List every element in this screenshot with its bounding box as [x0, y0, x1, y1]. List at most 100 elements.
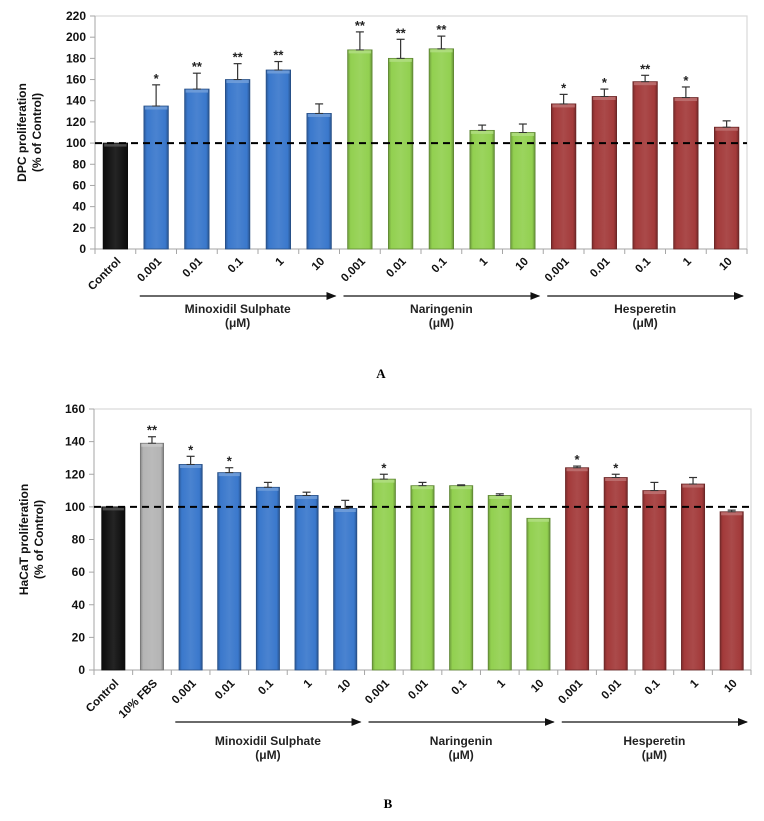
x-category-label: 10% FBS — [117, 677, 161, 721]
bar-hesperetin — [632, 81, 658, 250]
group-unit: (μM) — [255, 748, 280, 762]
y-tick-label: 100 — [65, 500, 85, 514]
bar-top-highlight — [411, 486, 434, 490]
x-category-label: 10 — [310, 256, 328, 274]
y-axis-title: HaCaT proliferation(% of Control) — [17, 484, 46, 595]
bar-top-highlight — [348, 50, 372, 54]
x-category-label: 10 — [529, 678, 547, 696]
significance-marker: * — [227, 454, 233, 469]
significance-marker: ** — [192, 59, 203, 74]
x-category-label: 10 — [722, 678, 740, 696]
group-unit: (μM) — [448, 748, 473, 762]
y-tick-label: 80 — [73, 157, 87, 171]
x-category-label: 10 — [513, 256, 531, 274]
bar-control — [102, 142, 129, 250]
bar-naringenin — [526, 517, 551, 671]
bar-hesperetin — [673, 97, 699, 250]
y-tick-label: 40 — [72, 598, 86, 612]
bar-minoxidil — [217, 472, 242, 671]
y-tick-label: 120 — [65, 467, 85, 481]
significance-marker: * — [154, 71, 160, 86]
significance-marker: * — [575, 452, 581, 467]
x-category-label: 0.01 — [600, 677, 625, 702]
bar-hesperetin — [565, 467, 590, 671]
significance-marker: * — [561, 80, 567, 95]
bar-top-highlight — [218, 473, 240, 477]
bar-hesperetin — [681, 483, 706, 671]
bar-top-highlight — [489, 495, 511, 499]
y-axis-title-line: HaCaT proliferation — [17, 484, 31, 595]
y-tick-label: 140 — [65, 435, 85, 449]
bar-top-highlight — [674, 98, 698, 102]
bar-hesperetin — [642, 490, 667, 671]
x-category-label: 0.001 — [339, 255, 368, 284]
plot-border — [95, 15, 748, 249]
y-tick-label: 120 — [66, 115, 86, 129]
group-unit: (μM) — [632, 316, 657, 330]
bar-minoxidil — [306, 113, 332, 250]
x-category-label: 1 — [302, 677, 315, 690]
x-category-label: 10 — [336, 678, 354, 696]
x-category-label: 1 — [681, 255, 694, 268]
bar-hesperetin — [551, 103, 577, 250]
x-category-label: 1 — [495, 677, 508, 690]
bar-minoxidil — [184, 88, 210, 250]
bar-top-highlight — [470, 130, 494, 134]
x-category-label: 1 — [688, 677, 701, 690]
significance-marker: ** — [396, 25, 407, 40]
y-axis-title-line: (% of Control) — [32, 500, 46, 579]
significance-marker: * — [683, 73, 689, 88]
x-category-label: 0.001 — [135, 255, 164, 284]
panel-label: A — [376, 366, 386, 381]
significance-marker: * — [613, 460, 619, 475]
group-label: Minoxidil Sulphate — [185, 302, 291, 316]
chart-a-dpc-proliferation: 0 20 40 60 80 100 120 140 160 180 200 220 DPC prolif… — [15, 9, 748, 381]
bar-top-highlight — [389, 58, 412, 62]
x-category-label: 0.1 — [633, 255, 653, 275]
bar-control — [101, 506, 126, 671]
bar-top-highlight — [566, 468, 588, 472]
significance-marker: ** — [355, 18, 366, 33]
significance-marker: ** — [147, 423, 158, 438]
bar-top-highlight — [295, 495, 318, 499]
bar-top-highlight — [257, 487, 279, 491]
group-unit: (μM) — [429, 316, 454, 330]
bar-top-highlight — [643, 491, 665, 495]
x-category-label: 0.1 — [226, 255, 246, 275]
y-tick-label: 20 — [73, 221, 87, 235]
x-category-label: Control — [86, 256, 123, 293]
bar-naringenin — [347, 49, 373, 250]
bar-top-highlight — [552, 104, 575, 108]
group-label: Naringenin — [430, 734, 493, 748]
group-unit: (μM) — [642, 748, 667, 762]
bar-top-highlight — [593, 96, 616, 100]
bar-top-highlight — [605, 478, 627, 482]
bar-minoxidil — [333, 508, 358, 671]
significance-marker: * — [188, 442, 194, 457]
y-tick-label: 60 — [72, 565, 86, 579]
y-tick-label: 160 — [65, 402, 85, 416]
bar-top-highlight — [373, 479, 395, 483]
bar-top-highlight — [144, 106, 168, 110]
x-category-label: 0.1 — [430, 255, 450, 275]
x-category-label: 0.001 — [556, 677, 585, 706]
x-category-label: 1 — [273, 255, 286, 268]
x-category-label: 0.01 — [588, 255, 613, 280]
bar-top-highlight — [682, 484, 704, 488]
y-axis-title-line: DPC proliferation — [15, 83, 29, 182]
bar-top-highlight — [307, 113, 331, 117]
x-category-label: 0.001 — [170, 677, 199, 706]
plot-border — [94, 408, 752, 670]
bar-top-highlight — [430, 49, 453, 53]
group-label: Minoxidil Sulphate — [215, 734, 321, 748]
bar-hesperetin — [591, 96, 618, 250]
bar-top-highlight — [633, 82, 657, 86]
y-tick-label: 180 — [66, 51, 86, 65]
y-axis-title-line: (% of Control) — [30, 93, 44, 172]
bar-naringenin — [387, 57, 414, 250]
bar-fbs — [139, 442, 164, 671]
significance-marker: * — [602, 75, 608, 90]
y-tick-label: 220 — [66, 9, 86, 23]
y-tick-label: 80 — [72, 533, 86, 547]
y-tick-label: 0 — [79, 242, 86, 256]
